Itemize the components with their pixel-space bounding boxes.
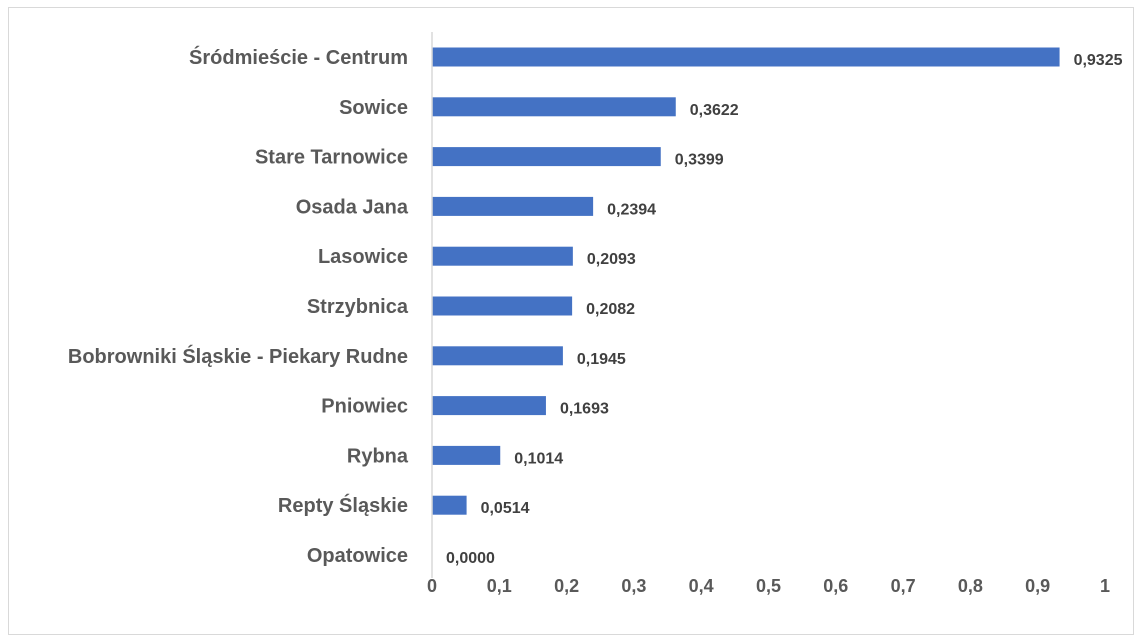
value-label: 0,1945 [577, 351, 626, 368]
x-tick-label: 0,1 [487, 576, 512, 596]
category-label: Strzybnica [307, 296, 409, 318]
value-label: 0,2093 [587, 251, 636, 268]
value-label: 0,1014 [514, 450, 563, 467]
x-tick-label: 0,6 [823, 576, 848, 596]
value-label: 0,3622 [690, 102, 739, 119]
category-label: Śródmieście - Centrum [189, 45, 408, 69]
bar [432, 346, 563, 366]
x-tick-label: 0 [427, 576, 437, 596]
category-label: Bobrowniki Śląskie - Piekary Rudne [68, 344, 408, 368]
x-tick-labels-group: 0 0,1 0,2 0,3 0,4 0,5 0,6 0,7 0,8 0,9 1 [427, 576, 1110, 596]
category-label: Pniowiec [321, 396, 408, 418]
category-label: Repty Śląskie [278, 493, 408, 517]
x-tick-label: 0,7 [891, 576, 916, 596]
value-label: 0,0514 [481, 500, 530, 517]
value-label: 0,2082 [586, 301, 635, 318]
x-tick-label: 0,3 [621, 576, 646, 596]
category-label: Stare Tarnowice [255, 147, 408, 169]
bar [432, 296, 573, 316]
category-labels-group: Śródmieście - Centrum Sowice Stare Tarnowi… [68, 45, 409, 567]
bar [432, 147, 661, 167]
category-label: Lasowice [318, 246, 408, 268]
category-label: Rybna [347, 445, 409, 467]
x-tick-label: 0,8 [958, 576, 983, 596]
x-tick-label: 0,9 [1025, 576, 1050, 596]
value-label: 0,3399 [675, 152, 724, 169]
category-label: Opatowice [307, 545, 408, 567]
value-label: 0,2394 [607, 201, 656, 218]
value-label: 0,1693 [560, 401, 609, 418]
x-tick-label: 0,4 [689, 576, 714, 596]
bar [432, 97, 676, 117]
bar [432, 445, 501, 465]
bars-group [432, 47, 1060, 515]
value-label: 0,9325 [1074, 52, 1123, 69]
bar [432, 495, 467, 515]
bar [432, 47, 1060, 67]
bar [432, 396, 546, 416]
value-label: 0,0000 [446, 550, 495, 567]
x-tick-label: 1 [1100, 576, 1110, 596]
bar [432, 196, 594, 216]
category-label: Osada Jana [296, 196, 409, 218]
x-tick-label: 0,5 [756, 576, 781, 596]
category-label: Sowice [339, 97, 408, 119]
x-tick-label: 0,2 [554, 576, 579, 596]
value-labels-group: 0,9325 0,3622 0,3399 0,2394 0,2093 0,2082 0,19… [446, 52, 1123, 567]
bar [432, 246, 573, 266]
